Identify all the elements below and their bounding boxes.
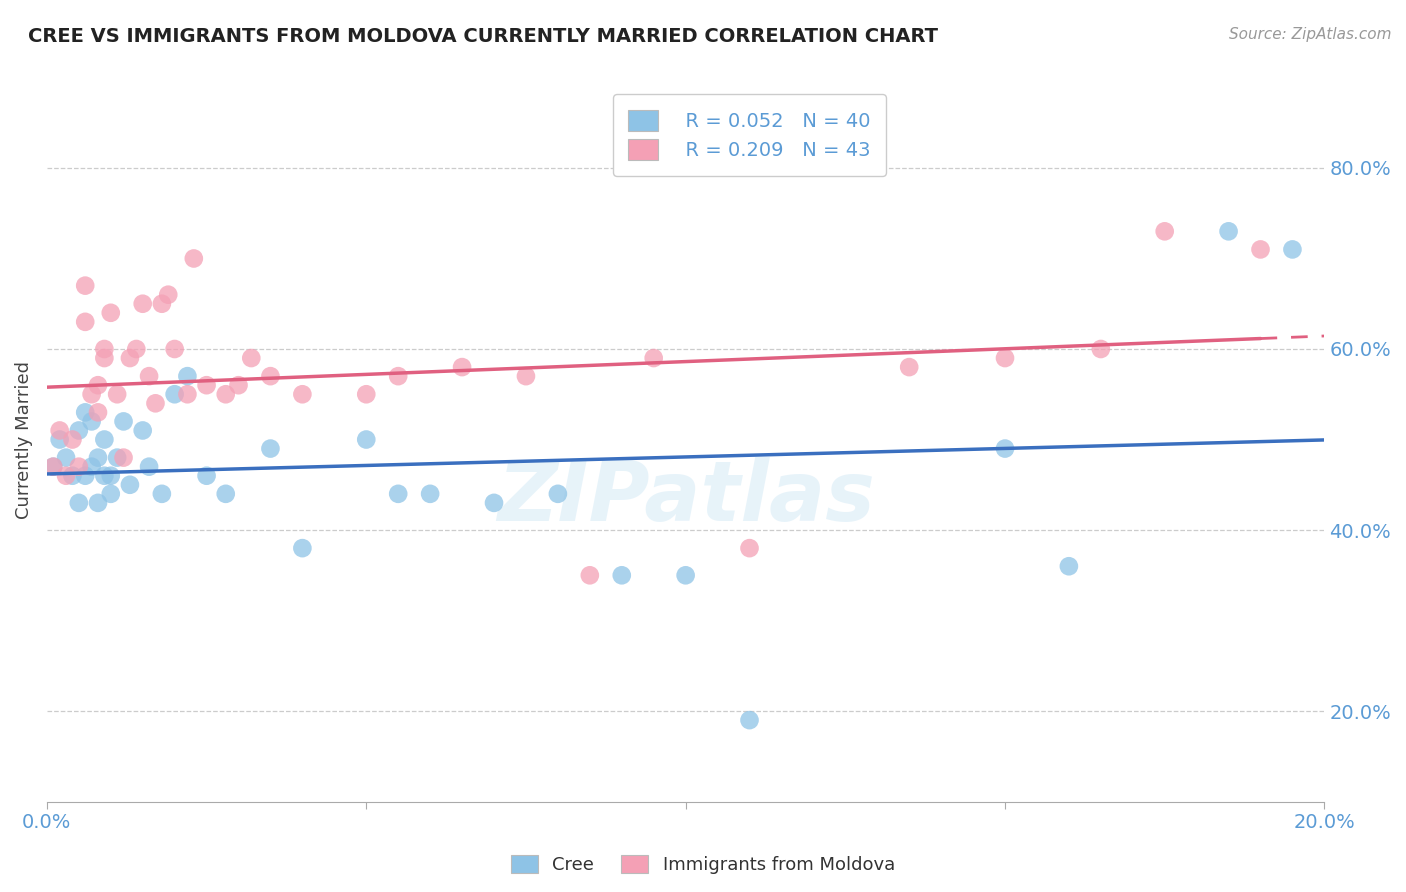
Point: [898, 360, 921, 375]
Legend: Cree, Immigrants from Moldova: Cree, Immigrants from Moldova: [502, 846, 904, 883]
Point: [87, 450, 110, 465]
Point: [75, 468, 97, 483]
Point: [163, 387, 186, 401]
Point: [150, 297, 173, 311]
Point: [112, 450, 135, 465]
Point: [1250, 243, 1272, 257]
Point: [105, 450, 128, 465]
Point: [87, 405, 110, 419]
Point: [80, 459, 103, 474]
Point: [138, 459, 160, 474]
Point: [176, 387, 198, 401]
Point: [67, 496, 90, 510]
Point: [643, 351, 665, 365]
Point: [75, 405, 97, 419]
Point: [419, 487, 441, 501]
Text: Source: ZipAtlas.com: Source: ZipAtlas.com: [1229, 27, 1392, 42]
Point: [291, 387, 314, 401]
Point: [118, 351, 141, 365]
Point: [62, 433, 84, 447]
Point: [356, 433, 378, 447]
Point: [195, 378, 218, 392]
Text: CREE VS IMMIGRANTS FROM MOLDOVA CURRENTLY MARRIED CORRELATION CHART: CREE VS IMMIGRANTS FROM MOLDOVA CURRENTL…: [28, 27, 938, 45]
Point: [131, 297, 153, 311]
Point: [1281, 243, 1303, 257]
Point: [1218, 224, 1240, 238]
Point: [259, 442, 281, 456]
Point: [183, 252, 205, 266]
Point: [100, 468, 122, 483]
Legend:   R = 0.052   N = 40,   R = 0.209   N = 43: R = 0.052 N = 40, R = 0.209 N = 43: [613, 95, 886, 176]
Point: [112, 414, 135, 428]
Point: [387, 487, 409, 501]
Point: [93, 468, 115, 483]
Point: [215, 487, 238, 501]
Point: [291, 541, 314, 556]
Point: [387, 369, 409, 384]
Point: [48, 424, 70, 438]
Point: [105, 387, 128, 401]
Point: [163, 342, 186, 356]
Point: [738, 713, 761, 727]
Point: [515, 369, 537, 384]
Y-axis label: Currently Married: Currently Married: [15, 360, 32, 518]
Point: [228, 378, 250, 392]
Point: [138, 369, 160, 384]
Point: [93, 433, 115, 447]
Point: [259, 369, 281, 384]
Point: [87, 378, 110, 392]
Point: [738, 541, 761, 556]
Point: [579, 568, 602, 582]
Point: [93, 351, 115, 365]
Point: [118, 477, 141, 491]
Point: [67, 424, 90, 438]
Point: [55, 468, 77, 483]
Point: [62, 468, 84, 483]
Point: [67, 459, 90, 474]
Point: [80, 414, 103, 428]
Point: [75, 315, 97, 329]
Point: [1153, 224, 1175, 238]
Point: [131, 424, 153, 438]
Point: [994, 442, 1017, 456]
Point: [55, 450, 77, 465]
Point: [93, 342, 115, 356]
Point: [150, 487, 173, 501]
Point: [48, 433, 70, 447]
Point: [80, 387, 103, 401]
Point: [42, 459, 65, 474]
Point: [87, 496, 110, 510]
Point: [240, 351, 263, 365]
Point: [994, 351, 1017, 365]
Point: [75, 278, 97, 293]
Point: [100, 306, 122, 320]
Point: [125, 342, 148, 356]
Point: [356, 387, 378, 401]
Point: [100, 487, 122, 501]
Point: [176, 369, 198, 384]
Point: [675, 568, 697, 582]
Point: [1090, 342, 1112, 356]
Text: ZIPatlas: ZIPatlas: [496, 457, 875, 538]
Point: [482, 496, 505, 510]
Point: [145, 396, 167, 410]
Point: [547, 487, 569, 501]
Point: [1057, 559, 1080, 574]
Point: [610, 568, 633, 582]
Point: [42, 459, 65, 474]
Point: [215, 387, 238, 401]
Point: [195, 468, 218, 483]
Point: [451, 360, 474, 375]
Point: [157, 287, 180, 301]
